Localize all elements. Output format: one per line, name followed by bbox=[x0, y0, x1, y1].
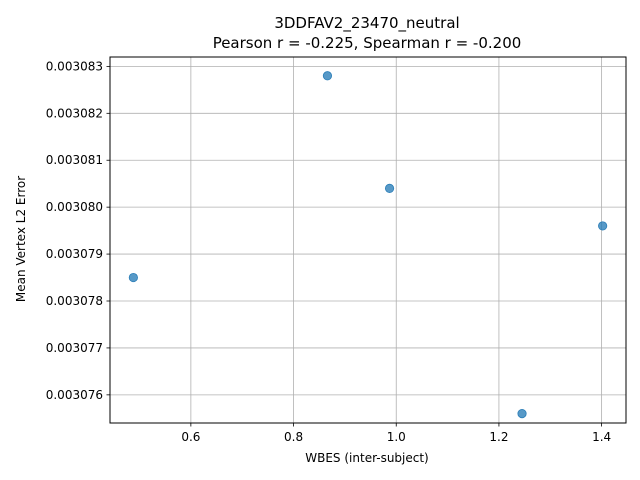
data-point bbox=[128, 272, 138, 283]
data-point bbox=[322, 71, 333, 81]
plot-frame bbox=[109, 56, 627, 424]
x-tick-label: 0.8 bbox=[284, 430, 303, 444]
x-axis-label: WBES (inter-subject) bbox=[305, 451, 429, 465]
x-tick-label: 0.6 bbox=[181, 430, 200, 444]
data-point bbox=[598, 221, 608, 231]
y-tick-label: 0.003082 bbox=[46, 106, 103, 120]
y-tick-label: 0.003080 bbox=[46, 200, 103, 214]
ticks-layer: 0.6 0.8 1.0 1.2 1.4 0.003076 0.003077 0.003078 0… bbox=[46, 59, 611, 444]
y-tick-label: 0.003077 bbox=[46, 341, 103, 355]
y-tick-label: 0.003083 bbox=[46, 59, 103, 73]
data-point bbox=[517, 409, 527, 419]
chart-title: 3DDFAV2_23470_neutral bbox=[274, 14, 459, 33]
x-tick-label: 1.4 bbox=[592, 430, 611, 444]
y-tick-label: 0.003078 bbox=[46, 294, 103, 308]
y-tick-label: 0.003081 bbox=[46, 153, 103, 167]
chart-subtitle: Pearson r = -0.225, Spearman r = -0.200 bbox=[213, 34, 522, 52]
points-layer bbox=[128, 71, 608, 419]
x-tick-label: 1.2 bbox=[489, 430, 508, 444]
y-axis-label: Mean Vertex L2 Error bbox=[14, 176, 28, 302]
y-tick-label: 0.003079 bbox=[46, 247, 103, 261]
x-tick-label: 1.0 bbox=[387, 430, 406, 444]
data-point bbox=[384, 183, 395, 193]
y-tick-label: 0.003076 bbox=[46, 388, 103, 402]
grid-layer bbox=[110, 57, 626, 423]
